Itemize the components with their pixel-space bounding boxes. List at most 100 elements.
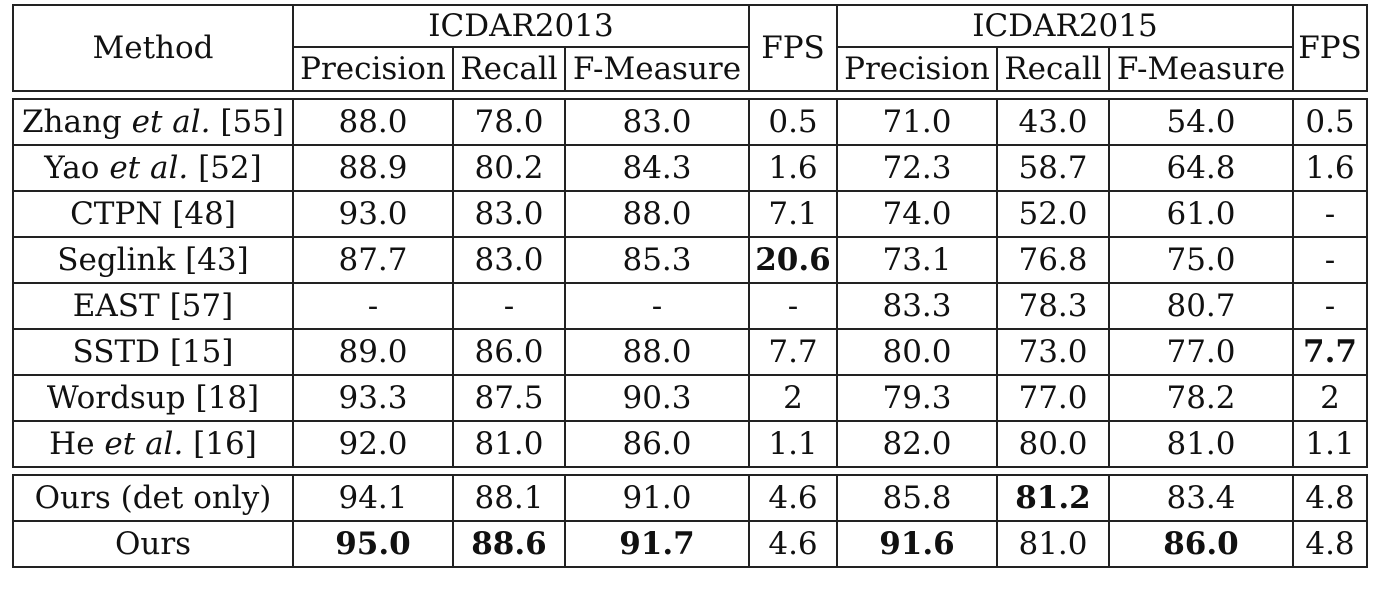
cell-fmeasure-2013: 86.0 <box>564 420 750 468</box>
cell-fps-2015: 1.1 <box>1292 420 1368 468</box>
cell-fmeasure-2013: 88.0 <box>564 190 750 238</box>
table-row: Wordsup [18] 93.3 87.5 90.3 2 79.3 77.0 … <box>12 374 1368 422</box>
cell-fmeasure-2013: 83.0 <box>564 98 750 146</box>
cell-recall-2015: 80.0 <box>996 420 1110 468</box>
table-row: He et al. [16] 92.0 81.0 86.0 1.1 82.0 8… <box>12 420 1368 468</box>
cell-fps-2015: 1.6 <box>1292 144 1368 192</box>
ours-rows: Ours (det only) 94.1 88.1 91.0 4.6 85.8 … <box>12 474 1368 568</box>
cell-fmeasure-2015: 81.0 <box>1108 420 1294 468</box>
table-row: CTPN [48] 93.0 83.0 88.0 7.1 74.0 52.0 6… <box>12 190 1368 238</box>
cell-precision-2013: 93.0 <box>292 190 454 238</box>
cell-recall-2015: 81.0 <box>996 520 1110 568</box>
cell-precision-2015: 91.6 <box>836 520 998 568</box>
cell-precision-2015: 72.3 <box>836 144 998 192</box>
cell-fmeasure-2015: 83.4 <box>1108 474 1294 522</box>
cell-precision-2015: 73.1 <box>836 236 998 284</box>
cell-fps-2015: - <box>1292 190 1368 238</box>
method-name: Ours (det only) <box>12 474 294 522</box>
method-name: Wordsup [18] <box>12 374 294 422</box>
table-row: Yao et al. [52] 88.9 80.2 84.3 1.6 72.3 … <box>12 144 1368 192</box>
header-fps-2013: FPS <box>748 4 838 92</box>
cell-recall-2015: 58.7 <box>996 144 1110 192</box>
method-name-italic: et al. <box>109 149 189 186</box>
cell-recall-2013: 88.6 <box>452 520 566 568</box>
cell-fmeasure-2015: 75.0 <box>1108 236 1294 284</box>
cell-precision-2015: 85.8 <box>836 474 998 522</box>
header-icdar2015: ICDAR2015 <box>836 4 1294 48</box>
header-recall-2015: Recall <box>996 46 1110 92</box>
cell-precision-2013: 89.0 <box>292 328 454 376</box>
method-name-ref: [52] <box>188 149 262 186</box>
cell-recall-2013: 83.0 <box>452 190 566 238</box>
cell-fmeasure-2013: 84.3 <box>564 144 750 192</box>
header-icdar2013: ICDAR2013 <box>292 4 750 48</box>
table-row: EAST [57] - - - - 83.3 78.3 80.7 - <box>12 282 1368 330</box>
cell-fmeasure-2015: 77.0 <box>1108 328 1294 376</box>
cell-recall-2015: 78.3 <box>996 282 1110 330</box>
method-name: Seglink [43] <box>12 236 294 284</box>
cell-fmeasure-2013: 91.0 <box>564 474 750 522</box>
cell-fmeasure-2013: 85.3 <box>564 236 750 284</box>
cell-precision-2013: 88.9 <box>292 144 454 192</box>
table-row: Ours (det only) 94.1 88.1 91.0 4.6 85.8 … <box>12 474 1368 522</box>
baseline-rows: Zhang et al. [55] 88.0 78.0 83.0 0.5 71.… <box>12 98 1368 468</box>
method-name: SSTD [15] <box>12 328 294 376</box>
cell-recall-2015: 81.2 <box>996 474 1110 522</box>
cell-fps-2015: 2 <box>1292 374 1368 422</box>
cell-recall-2013: 86.0 <box>452 328 566 376</box>
cell-precision-2013: 93.3 <box>292 374 454 422</box>
cell-fmeasure-2013: - <box>564 282 750 330</box>
method-name-text: Yao <box>44 149 110 186</box>
method-name-ref: [55] <box>210 103 285 140</box>
cell-recall-2015: 52.0 <box>996 190 1110 238</box>
cell-fmeasure-2013: 91.7 <box>564 520 750 568</box>
method-name-text: He <box>49 425 105 462</box>
table-row: SSTD [15] 89.0 86.0 88.0 7.7 80.0 73.0 7… <box>12 328 1368 376</box>
table-row: Seglink [43] 87.7 83.0 85.3 20.6 73.1 76… <box>12 236 1368 284</box>
cell-fps-2013: 2 <box>748 374 838 422</box>
cell-recall-2013: 83.0 <box>452 236 566 284</box>
cell-recall-2013: 87.5 <box>452 374 566 422</box>
cell-precision-2015: 74.0 <box>836 190 998 238</box>
header-precision-2013: Precision <box>292 46 454 92</box>
results-table: Method ICDAR2013 FPS ICDAR2015 FPS Preci… <box>12 4 1368 568</box>
cell-fps-2013: 7.7 <box>748 328 838 376</box>
method-name-text: Zhang <box>21 103 132 140</box>
header-fmeasure-2013: F-Measure <box>564 46 750 92</box>
cell-precision-2013: 92.0 <box>292 420 454 468</box>
cell-fps-2015: 4.8 <box>1292 520 1368 568</box>
table-row: Zhang et al. [55] 88.0 78.0 83.0 0.5 71.… <box>12 98 1368 146</box>
cell-recall-2015: 77.0 <box>996 374 1110 422</box>
cell-fmeasure-2015: 78.2 <box>1108 374 1294 422</box>
cell-recall-2015: 73.0 <box>996 328 1110 376</box>
method-name-ref: [16] <box>183 425 257 462</box>
cell-precision-2015: 71.0 <box>836 98 998 146</box>
cell-fps-2015: 4.8 <box>1292 474 1368 522</box>
method-name-italic: et al. <box>104 425 184 462</box>
cell-fps-2015: - <box>1292 282 1368 330</box>
cell-fps-2013: 7.1 <box>748 190 838 238</box>
cell-precision-2013: 87.7 <box>292 236 454 284</box>
cell-fps-2013: 1.1 <box>748 420 838 468</box>
cell-fmeasure-2015: 61.0 <box>1108 190 1294 238</box>
header-fmeasure-2015: F-Measure <box>1108 46 1294 92</box>
method-name: CTPN [48] <box>12 190 294 238</box>
cell-precision-2015: 83.3 <box>836 282 998 330</box>
cell-fps-2013: 20.6 <box>748 236 838 284</box>
cell-fmeasure-2013: 90.3 <box>564 374 750 422</box>
method-name: EAST [57] <box>12 282 294 330</box>
header-precision-2015: Precision <box>836 46 998 92</box>
cell-fmeasure-2015: 64.8 <box>1108 144 1294 192</box>
cell-recall-2015: 43.0 <box>996 98 1110 146</box>
cell-fps-2013: 4.6 <box>748 474 838 522</box>
method-name: Ours <box>12 520 294 568</box>
cell-fps-2015: - <box>1292 236 1368 284</box>
section-gap <box>13 466 1367 476</box>
cell-precision-2013: - <box>292 282 454 330</box>
results-table-container: Method ICDAR2013 FPS ICDAR2015 FPS Preci… <box>12 4 1368 568</box>
header-recall-2013: Recall <box>452 46 566 92</box>
table-row: Ours 95.0 88.6 91.7 4.6 91.6 81.0 86.0 4… <box>12 520 1368 568</box>
cell-recall-2015: 76.8 <box>996 236 1110 284</box>
cell-fmeasure-2015: 54.0 <box>1108 98 1294 146</box>
cell-recall-2013: 81.0 <box>452 420 566 468</box>
